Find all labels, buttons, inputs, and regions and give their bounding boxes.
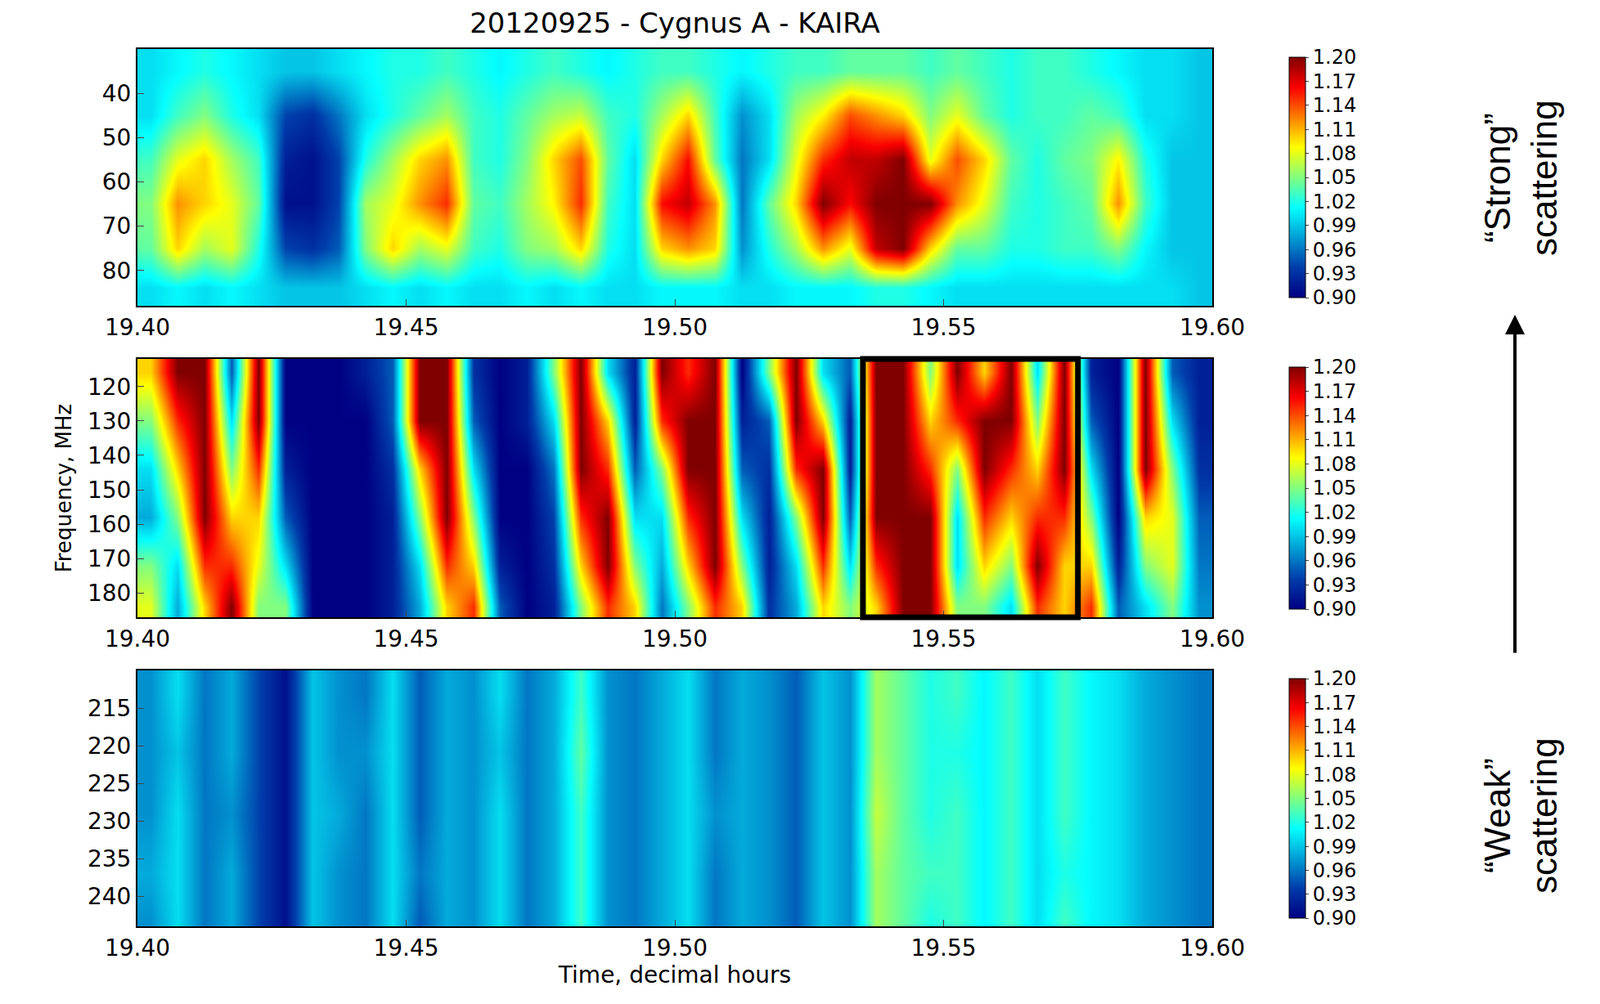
svg-text:0.99: 0.99 [1312, 835, 1357, 859]
svg-text:19.50: 19.50 [642, 934, 708, 962]
svg-text:1.14: 1.14 [1312, 715, 1357, 739]
svg-text:19.60: 19.60 [1179, 934, 1245, 962]
svg-text:50: 50 [102, 124, 132, 152]
svg-text:130: 130 [87, 408, 131, 436]
svg-text:1.14: 1.14 [1312, 404, 1357, 428]
svg-text:1.14: 1.14 [1312, 94, 1357, 117]
svg-text:“Strong”scattering: “Strong”scattering [1477, 99, 1565, 257]
svg-text:19.55: 19.55 [910, 934, 976, 962]
svg-text:1.17: 1.17 [1312, 70, 1357, 94]
svg-text:19.50: 19.50 [642, 625, 708, 653]
svg-text:1.05: 1.05 [1312, 476, 1357, 500]
svg-text:1.02: 1.02 [1312, 190, 1357, 214]
svg-text:0.96: 0.96 [1312, 238, 1357, 262]
svg-text:19.55: 19.55 [910, 314, 976, 342]
svg-text:0.99: 0.99 [1312, 214, 1357, 238]
svg-text:19.60: 19.60 [1179, 625, 1245, 653]
svg-text:235: 235 [87, 845, 131, 873]
svg-text:0.90: 0.90 [1312, 597, 1357, 621]
svg-text:1.17: 1.17 [1312, 692, 1357, 715]
svg-text:1.08: 1.08 [1312, 764, 1357, 787]
svg-text:1.02: 1.02 [1312, 501, 1357, 525]
svg-text:19.40: 19.40 [104, 314, 171, 342]
svg-text:19.60: 19.60 [1179, 314, 1245, 342]
svg-text:0.90: 0.90 [1312, 286, 1357, 310]
svg-text:“Weak”scattering: “Weak”scattering [1477, 737, 1565, 895]
svg-text:180: 180 [87, 579, 131, 607]
svg-text:140: 140 [87, 442, 131, 470]
svg-text:0.93: 0.93 [1312, 574, 1357, 598]
svg-text:1.20: 1.20 [1312, 355, 1357, 379]
svg-text:240: 240 [87, 883, 131, 911]
svg-text:19.45: 19.45 [373, 625, 439, 653]
svg-text:40: 40 [102, 80, 132, 108]
svg-text:220: 220 [87, 732, 131, 760]
svg-text:0.93: 0.93 [1312, 883, 1357, 907]
svg-text:19.45: 19.45 [373, 314, 439, 342]
svg-text:0.96: 0.96 [1312, 549, 1357, 573]
svg-text:1.11: 1.11 [1312, 428, 1357, 452]
svg-text:150: 150 [87, 476, 131, 504]
svg-text:70: 70 [102, 212, 132, 240]
svg-text:1.17: 1.17 [1312, 380, 1357, 404]
svg-text:19.50: 19.50 [642, 314, 708, 342]
svg-text:230: 230 [87, 808, 131, 836]
svg-text:60: 60 [102, 168, 132, 196]
svg-text:19.40: 19.40 [104, 625, 171, 653]
svg-text:170: 170 [87, 545, 131, 573]
svg-text:1.11: 1.11 [1312, 118, 1357, 142]
svg-text:Time, decimal hours: Time, decimal hours [557, 961, 792, 989]
svg-text:1.20: 1.20 [1312, 667, 1357, 691]
svg-text:215: 215 [87, 695, 131, 723]
svg-text:1.05: 1.05 [1312, 787, 1357, 811]
svg-text:0.96: 0.96 [1312, 859, 1357, 883]
svg-text:160: 160 [87, 511, 131, 539]
svg-text:1.08: 1.08 [1312, 453, 1357, 477]
svg-text:19.55: 19.55 [910, 625, 976, 653]
svg-text:0.93: 0.93 [1312, 262, 1357, 286]
svg-text:Frequency, MHz: Frequency, MHz [51, 404, 77, 573]
svg-text:20120925 - Cygnus A - KAIRA: 20120925 - Cygnus A - KAIRA [469, 6, 881, 40]
svg-text:0.99: 0.99 [1312, 525, 1357, 549]
svg-text:0.90: 0.90 [1312, 907, 1357, 931]
svg-text:120: 120 [87, 373, 131, 401]
svg-text:1.20: 1.20 [1312, 45, 1357, 69]
svg-text:1.05: 1.05 [1312, 166, 1357, 189]
svg-text:1.11: 1.11 [1312, 739, 1357, 763]
svg-text:19.40: 19.40 [104, 934, 171, 962]
svg-text:1.02: 1.02 [1312, 811, 1357, 835]
svg-text:225: 225 [87, 770, 131, 798]
svg-text:19.45: 19.45 [373, 934, 439, 962]
svg-text:1.08: 1.08 [1312, 142, 1357, 166]
svg-text:80: 80 [102, 256, 132, 284]
